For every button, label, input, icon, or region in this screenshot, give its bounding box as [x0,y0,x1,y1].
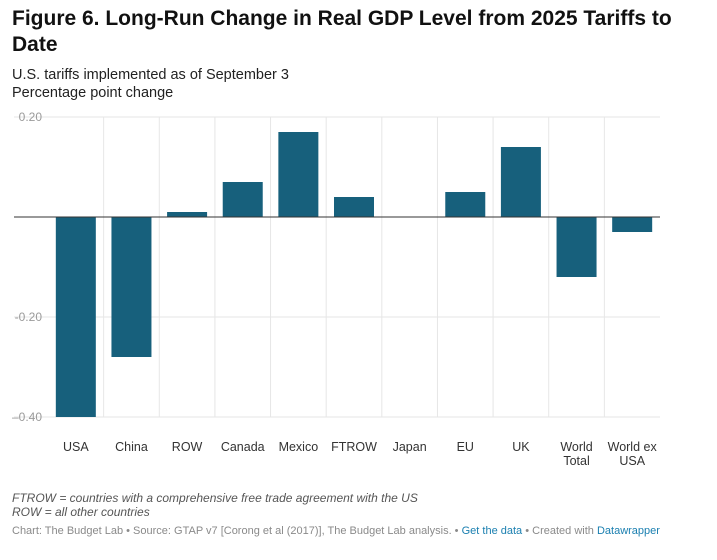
note-row: ROW = all other countries [12,505,150,519]
y-tick-label: -0.20 [15,310,43,324]
x-category-label: FTROW [331,440,377,454]
x-category-label: USA [619,454,645,468]
datawrapper-link[interactable]: Datawrapper [596,525,660,537]
bar [278,132,319,217]
bar [500,147,541,217]
bar [445,192,486,217]
x-category-label: Mexico [279,440,319,454]
bar [612,217,653,232]
bar [334,197,374,217]
x-category-label: UK [512,440,530,454]
x-category-label: China [115,440,148,454]
bar [556,217,597,277]
x-category-label: ROW [172,440,203,454]
bar [111,217,152,357]
bar-chart: 0.20 -0.20 –0.40 USA China ROW Canada Mexico FTR… [12,110,660,468]
x-category-label: Canada [221,440,265,454]
get-the-data-link[interactable]: Get the data [461,525,523,537]
chart-title: Figure 6. Long-Run Change in Real GDP Le… [12,7,672,56]
x-category-label: Total [563,454,589,468]
x-category-label: USA [63,440,89,454]
footer-source: Chart: The Budget Lab • Source: GTAP v7 … [12,525,459,537]
chart-footer: Chart: The Budget Lab • Source: GTAP v7 … [12,525,660,537]
note-ftrow: FTROW = countries with a comprehensive f… [12,491,418,505]
footer-created: • Created with [525,525,594,537]
subtitle-line-1: U.S. tariffs implemented as of September… [12,67,289,83]
bar [55,217,96,417]
bar [222,182,263,217]
x-category-label: World ex [608,440,658,454]
y-tick-label: 0.20 [19,110,43,124]
bar [167,212,208,217]
x-category-label: World [560,440,592,454]
subtitle-line-2: Percentage point change [12,85,174,101]
x-category-label: EU [457,440,474,454]
x-category-label: Japan [393,440,427,454]
y-tick-label: –0.40 [12,410,42,424]
chart-notes: FTROW = countries with a comprehensive f… [12,491,418,519]
chart-subtitle: U.S. tariffs implemented as of September… [12,66,289,102]
